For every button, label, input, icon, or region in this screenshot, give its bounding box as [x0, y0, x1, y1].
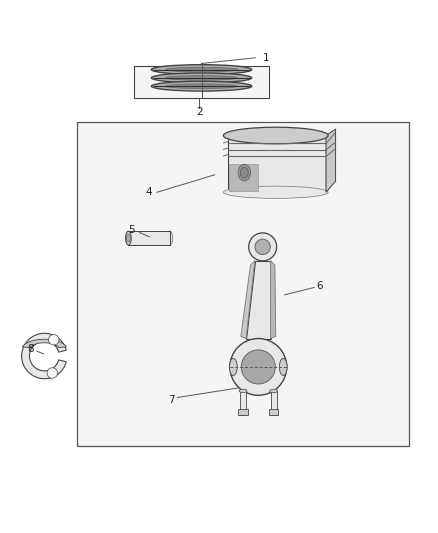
- Ellipse shape: [166, 67, 238, 72]
- Polygon shape: [21, 333, 66, 379]
- Ellipse shape: [167, 231, 173, 245]
- Ellipse shape: [126, 231, 131, 245]
- Bar: [271, 391, 277, 415]
- Text: 2: 2: [196, 107, 203, 117]
- Polygon shape: [271, 261, 276, 338]
- Polygon shape: [241, 261, 255, 338]
- Bar: [134, 66, 269, 99]
- Ellipse shape: [238, 164, 251, 181]
- Ellipse shape: [270, 389, 278, 393]
- Circle shape: [255, 239, 270, 255]
- Polygon shape: [326, 129, 336, 192]
- Text: 8: 8: [27, 344, 34, 354]
- Bar: [128, 231, 170, 245]
- Circle shape: [47, 368, 57, 378]
- Ellipse shape: [151, 64, 252, 75]
- Text: 6: 6: [316, 281, 323, 291]
- Polygon shape: [246, 261, 271, 338]
- Polygon shape: [229, 164, 258, 191]
- Circle shape: [249, 233, 277, 261]
- Ellipse shape: [240, 167, 248, 178]
- Bar: [238, 409, 248, 415]
- Ellipse shape: [223, 127, 328, 144]
- Ellipse shape: [239, 389, 247, 393]
- Bar: [269, 409, 279, 415]
- Polygon shape: [22, 339, 66, 348]
- Text: 4: 4: [146, 187, 152, 197]
- Ellipse shape: [151, 73, 252, 83]
- Text: 7: 7: [168, 394, 174, 405]
- Polygon shape: [228, 135, 326, 192]
- Text: 5: 5: [128, 225, 135, 235]
- Ellipse shape: [127, 235, 131, 242]
- Ellipse shape: [230, 358, 237, 375]
- Ellipse shape: [223, 186, 328, 198]
- Bar: [240, 391, 246, 415]
- Text: 1: 1: [263, 53, 269, 63]
- Circle shape: [241, 350, 276, 384]
- Circle shape: [230, 338, 287, 395]
- Circle shape: [49, 335, 59, 345]
- Bar: [77, 123, 409, 446]
- Ellipse shape: [166, 76, 238, 80]
- Ellipse shape: [279, 358, 287, 375]
- Ellipse shape: [151, 81, 252, 91]
- Ellipse shape: [166, 84, 238, 88]
